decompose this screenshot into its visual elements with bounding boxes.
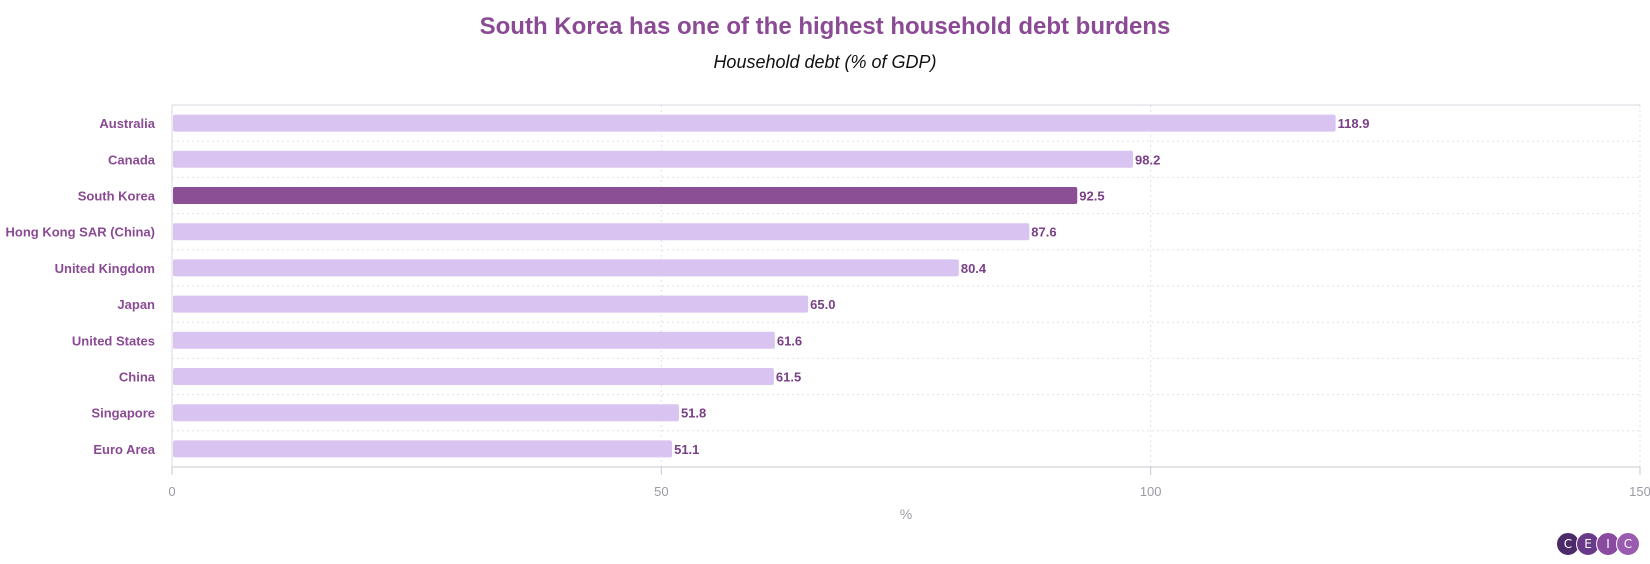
- category-label: Singapore: [91, 406, 155, 421]
- value-label: 51.8: [681, 406, 706, 421]
- category-label: Australia: [99, 116, 155, 131]
- category-label: Japan: [117, 297, 155, 312]
- x-tick-label: 0: [168, 484, 175, 499]
- chart-subtitle: Household debt (% of GDP): [713, 52, 937, 72]
- bar: [173, 187, 1078, 204]
- category-label: Canada: [108, 152, 156, 167]
- value-label: 65.0: [810, 297, 835, 312]
- value-label: 98.2: [1135, 152, 1160, 167]
- bar: [173, 368, 774, 385]
- category-label: Euro Area: [93, 442, 155, 457]
- bar: [173, 114, 1336, 132]
- category-label: United Kingdom: [55, 261, 155, 276]
- value-label: 118.9: [1338, 116, 1370, 131]
- ceic-logo: C E I C: [1556, 532, 1640, 556]
- value-label: 87.6: [1031, 225, 1056, 240]
- bar: [173, 440, 673, 458]
- x-axis-title: %: [900, 506, 912, 522]
- chart-title: South Korea has one of the highest house…: [479, 13, 1171, 40]
- category-label: Hong Kong SAR (China): [6, 225, 155, 240]
- bar: [173, 331, 775, 349]
- category-label: United States: [72, 333, 155, 348]
- category-label: China: [119, 370, 156, 385]
- bar: [173, 259, 959, 277]
- logo-letter: C: [1616, 532, 1640, 556]
- value-label: 61.6: [777, 333, 802, 348]
- value-label: 92.5: [1079, 189, 1104, 204]
- x-tick-label: 150: [1629, 484, 1650, 499]
- category-label: South Korea: [78, 189, 156, 204]
- value-label: 61.5: [776, 370, 801, 385]
- value-label: 80.4: [961, 261, 987, 276]
- x-tick-label: 50: [654, 484, 668, 499]
- bar: [173, 295, 809, 313]
- bar: [173, 150, 1134, 168]
- x-tick-label: 100: [1140, 484, 1162, 499]
- bar: [173, 404, 679, 422]
- value-label: 51.1: [674, 442, 699, 457]
- bar: [173, 223, 1030, 241]
